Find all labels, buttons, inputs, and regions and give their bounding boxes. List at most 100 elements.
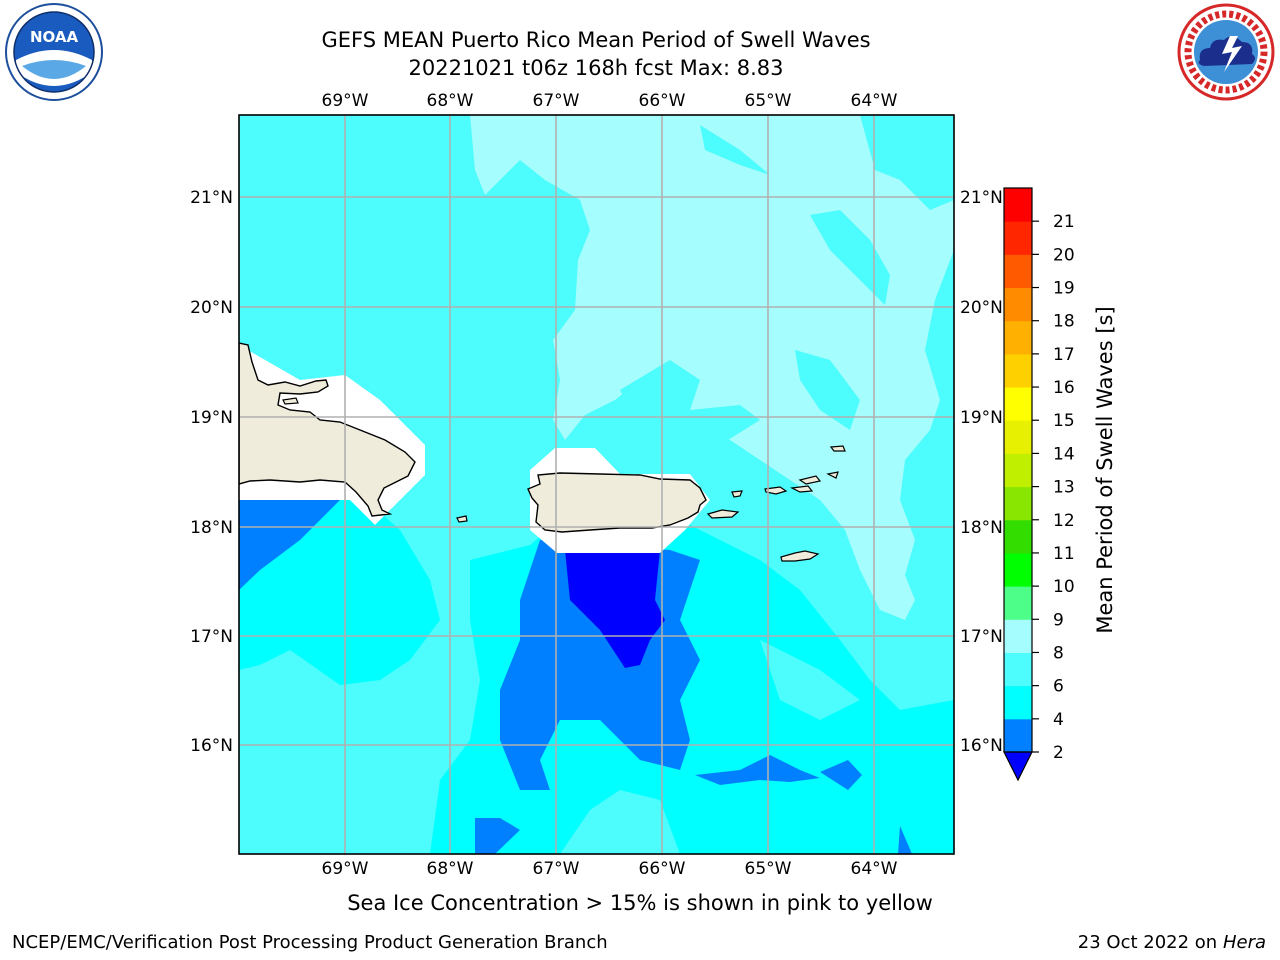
plot-title: GEFS MEAN Puerto Rico Mean Period of Swe…: [321, 28, 871, 52]
colorbar-tick-label: 14: [1053, 444, 1075, 464]
lat-label-right: 18°N: [960, 518, 1003, 538]
lat-label-right: 20°N: [960, 298, 1003, 318]
field-2-4-se1: [695, 755, 820, 785]
colorbar-tick-label: 17: [1053, 345, 1075, 365]
field-2-4-se2: [820, 760, 862, 790]
lat-label-left: 20°N: [190, 298, 233, 318]
sea-ice-note: Sea Ice Concentration > 15% is shown in …: [347, 891, 933, 915]
nws-logo: [1177, 3, 1275, 101]
noaa-logo-text: NOAA: [30, 28, 79, 46]
colorbar-tick-label: 4: [1053, 710, 1064, 730]
lat-label-left: 16°N: [190, 736, 233, 756]
field-pocket-se: [760, 640, 860, 720]
lon-label-bottom: 67°W: [533, 859, 580, 879]
colorbar-tick-label: 21: [1053, 212, 1075, 232]
field-2-4-west: [239, 500, 340, 590]
colorbar-tick-label: 18: [1053, 312, 1075, 332]
colorbar-segment: [1004, 685, 1032, 720]
field-2-4-s: [475, 818, 520, 854]
lat-label-right: 21°N: [960, 188, 1003, 208]
lon-label-bottom: 66°W: [639, 859, 686, 879]
colorbar-segment: [1004, 552, 1032, 587]
colorbar-segment: [1004, 254, 1032, 289]
land-hispaniola: [239, 342, 416, 517]
land-st-croix: [780, 550, 820, 562]
colorbar-segment: [1004, 320, 1032, 355]
field-2-4-se3: [898, 826, 912, 854]
land-st-john: [789, 485, 814, 493]
colorbar-segment: [1004, 188, 1032, 222]
graticule: [239, 115, 954, 854]
colorbar-tick-label: 19: [1053, 279, 1075, 299]
noaa-logo: NOAA: [5, 3, 103, 101]
lat-label-left: 21°N: [190, 188, 233, 208]
colorbar-tick-label: 8: [1053, 643, 1064, 663]
lon-label-bottom: 64°W: [851, 859, 898, 879]
lat-label-left: 18°N: [190, 518, 233, 538]
lon-label-bottom: 65°W: [745, 859, 792, 879]
field-patch-ne2: [810, 210, 890, 305]
colorbar-segment: [1004, 586, 1032, 620]
plot-subtitle: 20221021 t06z 168h fcst Max: 8.83: [408, 56, 784, 80]
colorbar-tick-label: 10: [1053, 577, 1075, 597]
colorbar-tick-label: 15: [1053, 411, 1075, 431]
colorbar-tick-label: 6: [1053, 677, 1064, 697]
field-patch-ne: [860, 115, 954, 210]
land-anegada: [829, 445, 846, 452]
land-hispaniola-islet: [282, 397, 299, 405]
colorbar-segment: [1004, 718, 1032, 753]
land-virgin-gorda: [826, 471, 839, 479]
lat-label-right: 19°N: [960, 408, 1003, 428]
run-date: 23 Oct 2022 on Hera: [1078, 932, 1266, 954]
map-frame: [238, 114, 955, 855]
land-tortola: [798, 475, 822, 485]
colorbar-segment: [1004, 486, 1032, 521]
colorbar-tick-label: 16: [1053, 378, 1075, 398]
lat-label-right: 16°N: [960, 736, 1003, 756]
land-mona-island: [456, 515, 468, 523]
axis-labels: 69°W 69°W 68°W 68°W 67°W 67°W 66°W 66°W 65°W 65°W…: [190, 91, 1003, 879]
colorbar-segment: [1004, 353, 1032, 388]
colorbar-label: Mean Period of Swell Waves [s]: [1093, 306, 1117, 633]
swell-period-field: [239, 115, 954, 854]
colorbar-segment: [1004, 652, 1032, 687]
lat-label-right: 17°N: [960, 627, 1003, 647]
land-culebra: [731, 490, 743, 498]
land-vieques: [706, 509, 740, 519]
field-pocket-sw: [239, 700, 420, 854]
colorbar-segment: [1004, 619, 1032, 653]
lon-label-bottom: 68°W: [427, 859, 474, 879]
lat-label-left: 19°N: [190, 408, 233, 428]
colorbar-segment: [1004, 519, 1032, 554]
colorbar-segment: [1004, 221, 1032, 255]
lon-label-top: 66°W: [639, 91, 686, 111]
field-patch-mid: [620, 360, 760, 470]
colorbar-segment: [1004, 387, 1032, 421]
lon-label-top: 65°W: [745, 91, 792, 111]
field-patch-se: [935, 410, 954, 520]
run-date-text: 23 Oct 2022 on: [1077, 932, 1218, 953]
colorbar-tick-label: 12: [1053, 511, 1075, 531]
colorbar-segment: [1004, 287, 1032, 322]
lon-label-bottom: 69°W: [322, 859, 369, 879]
colorbar-outline: [1003, 187, 1033, 753]
field-below-2: [565, 550, 665, 668]
land-st-thomas: [764, 486, 788, 495]
host-name: Hera: [1222, 932, 1266, 953]
colorbar-extend-triangle: [1003, 751, 1033, 782]
colorbar-tick-label: 13: [1053, 478, 1075, 498]
lat-label-left: 17°N: [190, 627, 233, 647]
lon-label-top: 64°W: [851, 91, 898, 111]
field-patch-n: [700, 125, 770, 175]
colorbar-tick-label: 9: [1053, 610, 1064, 630]
colorbar-tick-label: 11: [1053, 544, 1075, 564]
colorbar-segment: [1004, 420, 1032, 454]
colorbar-tick-label: 20: [1053, 245, 1075, 265]
colorbar-segment: [1004, 453, 1032, 488]
colorbar-tick-label: 2: [1053, 743, 1064, 763]
lon-label-top: 67°W: [533, 91, 580, 111]
colorbar: 2 4 6 8 9 10 11 12 13 14 15 16 17 18 19 20 21: [1003, 187, 1075, 782]
lon-label-top: 68°W: [427, 91, 474, 111]
field-pocket-s: [560, 790, 680, 854]
producer-credit: NCEP/EMC/Verification Post Processing Pr…: [12, 932, 608, 953]
